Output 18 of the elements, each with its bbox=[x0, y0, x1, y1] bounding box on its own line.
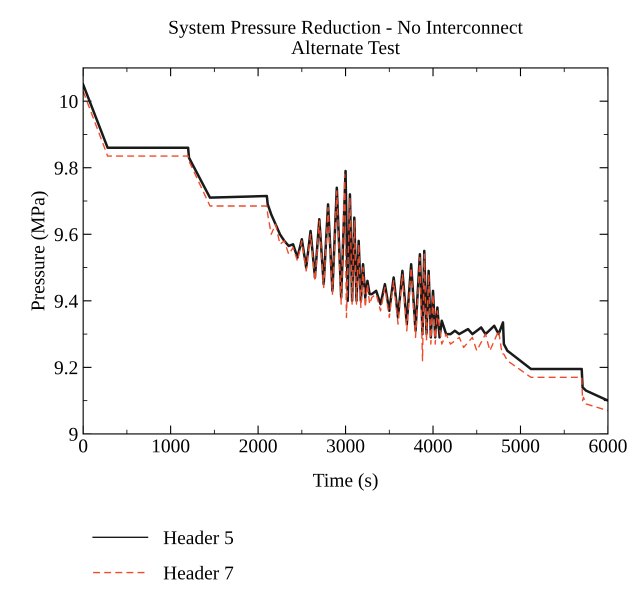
y-tick-label: 9.8 bbox=[54, 162, 78, 175]
y-tick-label: 9.4 bbox=[54, 294, 78, 308]
x-tick-label: 2000 bbox=[240, 439, 277, 452]
x-tick-label: 3000 bbox=[327, 439, 364, 452]
x-tick-label: 1000 bbox=[152, 439, 190, 452]
x-axis-title: Time (s) bbox=[313, 473, 378, 491]
legend-label: Header 7 bbox=[164, 566, 234, 580]
x-tick-label: 4000 bbox=[414, 439, 452, 452]
y-tick-label: 10 bbox=[60, 95, 78, 108]
x-tick-label: 5000 bbox=[502, 439, 540, 452]
x-tick-label: 6000 bbox=[589, 439, 627, 452]
x-tick-label: 0 bbox=[79, 439, 88, 452]
y-tick-label: 9.6 bbox=[54, 228, 78, 242]
chart-title: System Pressure Reduction - No Interconnect Alternate Test bbox=[169, 20, 523, 54]
y-tick-label: 9.2 bbox=[54, 361, 78, 374]
legend-label: Header 5 bbox=[164, 530, 234, 544]
y-axis-title: Pressure (MPa) bbox=[30, 192, 48, 311]
y-tick-label: 9 bbox=[69, 428, 78, 441]
